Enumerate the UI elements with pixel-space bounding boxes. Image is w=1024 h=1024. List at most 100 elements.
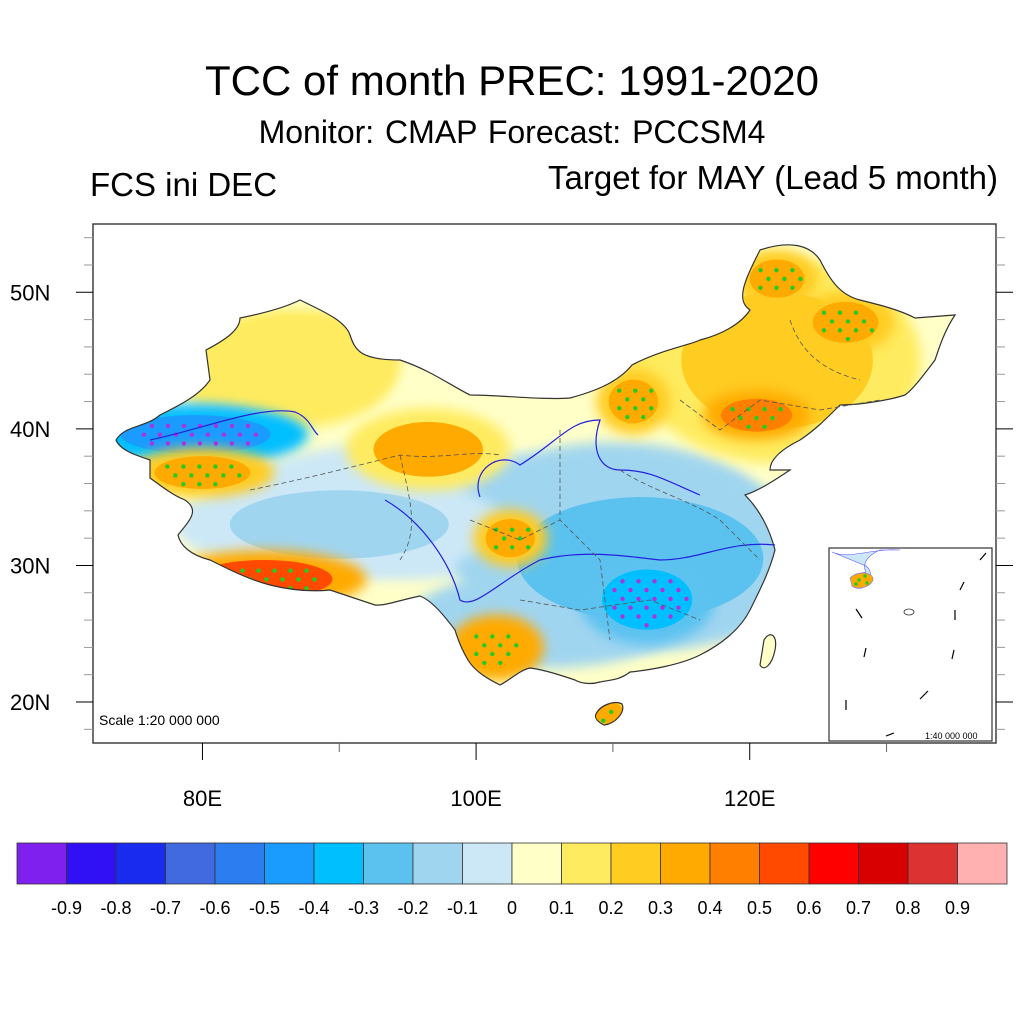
stipple-dot xyxy=(181,464,186,469)
stipple-dot xyxy=(256,568,261,573)
lon-tick-label: 120E xyxy=(724,786,775,811)
yellow-river xyxy=(477,419,701,498)
colorbar-swatch xyxy=(313,842,364,885)
stipple-dot xyxy=(213,441,219,446)
colorbar-label: 0.2 xyxy=(598,898,623,918)
stipple-dot xyxy=(649,406,654,411)
stipple-dot xyxy=(245,423,251,429)
colorbar-swatch xyxy=(808,842,859,885)
stipple-dot xyxy=(509,545,515,550)
nine-dash-line xyxy=(845,552,987,737)
stipple-dot xyxy=(509,527,515,532)
colorbar-swatch xyxy=(412,842,463,885)
inset-stipple xyxy=(854,574,869,586)
stipple-dot xyxy=(845,336,851,342)
stipple-dot xyxy=(620,596,625,602)
colorbar-label: -0.6 xyxy=(199,898,230,918)
stipple-dot xyxy=(641,397,646,402)
rivers xyxy=(149,410,776,603)
stipple-dot xyxy=(676,605,681,610)
lat-tick-label: 20N xyxy=(10,690,50,715)
stipple-dot xyxy=(746,424,751,430)
stipple-dot xyxy=(633,388,638,393)
colorbar-swatch xyxy=(115,842,166,885)
stipple-dot xyxy=(264,577,269,582)
stipple-dot xyxy=(181,441,187,446)
stipple-dot xyxy=(770,415,775,421)
stipple-dot xyxy=(189,473,194,478)
colorbar-swatch xyxy=(66,842,117,885)
stipple-dot xyxy=(149,423,155,429)
stipple-dot xyxy=(660,587,665,593)
stipple-dot xyxy=(684,596,689,602)
colorbar-swatch xyxy=(561,842,612,885)
stipple-dot xyxy=(628,605,633,610)
stipple-dot xyxy=(617,388,622,393)
colorbar-label: 0.9 xyxy=(945,898,970,918)
stipple-dot xyxy=(636,579,641,584)
stipple-dot xyxy=(633,406,638,411)
colorbar-label: -0.3 xyxy=(348,898,379,918)
stipple-dot xyxy=(245,441,251,446)
stipple-dot xyxy=(157,432,163,437)
stipple-dot xyxy=(861,319,867,324)
colorbar-swatch xyxy=(610,842,661,885)
stipple-dot xyxy=(620,579,625,584)
axis-labels: 80E 100E 120E 20N 30N 40N 50N xyxy=(10,280,775,811)
stipple-dot xyxy=(609,709,614,715)
stipple-dot xyxy=(762,424,767,430)
stipple-dot xyxy=(625,414,630,420)
stipple-dot xyxy=(601,718,606,723)
stipple-dot xyxy=(149,441,155,446)
colorbar-swatch xyxy=(511,842,562,885)
stipple-dot xyxy=(165,423,171,429)
colorbar-label: 0.4 xyxy=(697,898,722,918)
stipple-dot xyxy=(845,319,851,324)
stipple-dot xyxy=(821,310,827,315)
stipple-dot xyxy=(766,276,771,282)
stipple-dot xyxy=(189,432,195,437)
colorbar-label: -0.4 xyxy=(298,898,329,918)
province-borders xyxy=(249,319,881,641)
stipple-dot xyxy=(837,328,843,333)
colorbar-label: 0.1 xyxy=(549,898,574,918)
stipple-dot xyxy=(641,414,646,420)
stipple-dot xyxy=(853,328,859,333)
stipple-dot xyxy=(493,527,499,532)
stipple-dot xyxy=(798,276,803,282)
stipple-dot xyxy=(774,267,779,273)
colorbar-swatch xyxy=(214,842,265,885)
stipple-dot xyxy=(869,328,875,333)
stipple-dot xyxy=(660,605,665,610)
stipple-dot xyxy=(197,464,202,469)
stipple-dot xyxy=(525,527,531,532)
inset-scale-label: 1:40 000 000 xyxy=(925,731,978,741)
stipple-dot xyxy=(221,432,227,437)
stipple-dot xyxy=(668,614,673,619)
stipple-dot xyxy=(782,276,787,282)
stipple-dot xyxy=(493,545,499,550)
stipple-dot xyxy=(668,579,673,584)
colorbar-label: 0.5 xyxy=(747,898,772,918)
stipple-dot xyxy=(482,660,487,666)
colorbar-swatch xyxy=(709,842,760,885)
stipple-dot xyxy=(253,432,259,437)
field-region-heilongjiang-north-positive xyxy=(749,259,805,298)
stipple-dot xyxy=(644,623,649,628)
stipple-dot xyxy=(213,481,218,487)
colorbar-label: 0.8 xyxy=(895,898,920,918)
stipple-dot xyxy=(304,568,309,573)
chart-title: TCC of month PREC: 1991-2020 xyxy=(205,57,819,104)
field-region-north-xinjiang-positive xyxy=(229,326,367,395)
colorbar-label: -0.7 xyxy=(150,898,181,918)
stipple-dot xyxy=(506,651,511,657)
colorbar-label: 0.6 xyxy=(796,898,821,918)
stipple-dot xyxy=(205,432,211,437)
significance-stipple xyxy=(141,267,875,723)
stipple-dot xyxy=(676,587,681,593)
axis-ticks xyxy=(76,237,1013,760)
colorbar-swatch xyxy=(759,842,810,885)
colorbar-label: -0.1 xyxy=(447,898,478,918)
stipple-dot xyxy=(514,643,519,648)
